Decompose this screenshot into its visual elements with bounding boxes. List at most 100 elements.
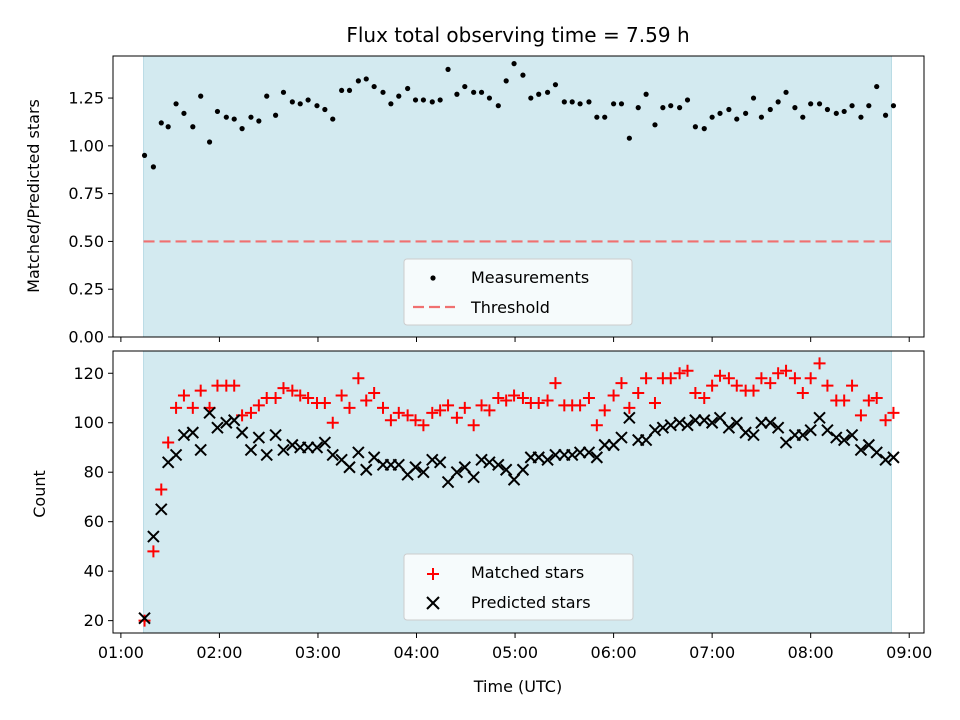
matched-star-point [870,392,883,404]
measurement-point [652,122,658,128]
predicted-star-point [870,446,883,459]
top-y-tick-label: 0.50 [68,232,104,251]
measurement-point [866,103,872,109]
measurement-point [734,116,740,122]
top-axes-frame [112,55,925,338]
matched-stars-points [138,357,900,627]
bottom-x-tick-label: 06:00 [591,643,637,662]
predicted-star-point [138,611,151,625]
matched-star-point [508,389,521,402]
measurement-point [158,120,164,126]
top-y-ticks: 0.00 0.25 0.50 0.75 1.00 1.25 [68,89,113,347]
measurement-point [569,99,575,105]
measurement-point [165,124,171,130]
matched-star-point [549,377,562,390]
measurement-point [264,93,270,99]
measurement-point [849,103,855,109]
measurement-point [792,105,798,111]
predicted-star-point [615,431,628,444]
measurement-point [767,106,773,113]
predicted-star-point [771,421,785,434]
legend-matched-label: Matched stars [471,563,584,582]
measurement-point [339,87,345,94]
bottom-y-tick-label: 120 [73,364,104,383]
matched-star-point [632,387,645,400]
matched-star-point [500,394,513,407]
matched-star-point [244,406,257,419]
matched-star-point [434,404,447,417]
matched-star-point [155,483,168,496]
measurement-point [800,114,806,120]
predicted-star-point [177,428,191,442]
predicted-star-point [409,461,422,474]
measurement-point [503,78,509,84]
measurement-point [677,105,683,111]
matched-star-point [623,401,636,414]
matched-star-point [764,377,777,390]
predicted-star-point [227,414,241,427]
measurement-point [289,99,295,105]
measurement-point [355,78,361,84]
predicted-star-point [837,433,851,447]
matched-star-point [821,379,834,392]
matched-star-point [147,545,160,558]
matched-star-point [862,394,875,407]
predicted-star-point [467,470,480,484]
bottom-axes-frame [112,350,925,634]
measurement-point [190,124,196,130]
bottom-y-tick-label: 20 [84,611,104,630]
predicted-star-point [590,451,604,464]
matched-star-point [730,379,743,392]
measurement-point [783,89,789,95]
matched-star-point [706,379,719,392]
bottom-x-tick-label: 01:00 [98,643,144,662]
measurement-point [660,105,666,111]
matched-star-point [294,389,307,402]
predicted-star-point [450,466,464,479]
predicted-star-point [343,461,356,474]
measurement-points [141,61,897,170]
predicted-star-point [277,443,290,457]
bottom-x-ticks: 01:00 02:00 03:00 04:00 05:00 06:00 07:00 08:00… [98,633,932,662]
measurement-point [454,91,460,97]
measurement-point [618,101,625,107]
predicted-star-point [747,428,760,442]
predicted-star-point [664,419,677,432]
predicted-star-point [360,463,373,476]
predicted-star-point [541,453,554,467]
measurement-point [478,89,485,95]
predicted-star-point [244,443,258,457]
bottom-x-tick-label: 04:00 [393,643,439,662]
measurement-point [858,114,864,120]
matched-star-point [698,392,711,404]
measurement-point [536,91,542,97]
measurement-point [833,110,839,116]
measurement-point [437,97,443,103]
measurement-point [544,89,551,95]
matched-star-point [615,377,628,390]
predicted-star-point [326,448,339,462]
top-y-tick-label: 0.00 [68,328,104,347]
predicted-star-point [169,448,183,462]
matched-star-point [582,392,595,404]
bottom-y-tick-label: 40 [84,562,104,581]
matched-star-point [664,372,677,385]
predicted-star-point [887,451,900,464]
matched-star-point [138,614,151,627]
predicted-star-point [755,416,768,429]
predicted-star-point [698,414,711,427]
measurement-point [405,85,411,92]
measurement-point [396,93,402,99]
predicted-star-point [713,411,727,424]
predicted-star-point [318,436,332,449]
measurement-point [420,97,427,103]
measurement-point [198,93,204,99]
top-legend: Measurements Threshold [403,258,633,326]
matched-star-point [409,414,422,427]
matched-star-point [747,384,760,397]
matched-star-point [458,401,471,414]
measurement-point [743,110,749,116]
measurement-point [890,103,897,109]
measurement-point [775,99,781,105]
predicted-star-point [220,416,233,429]
